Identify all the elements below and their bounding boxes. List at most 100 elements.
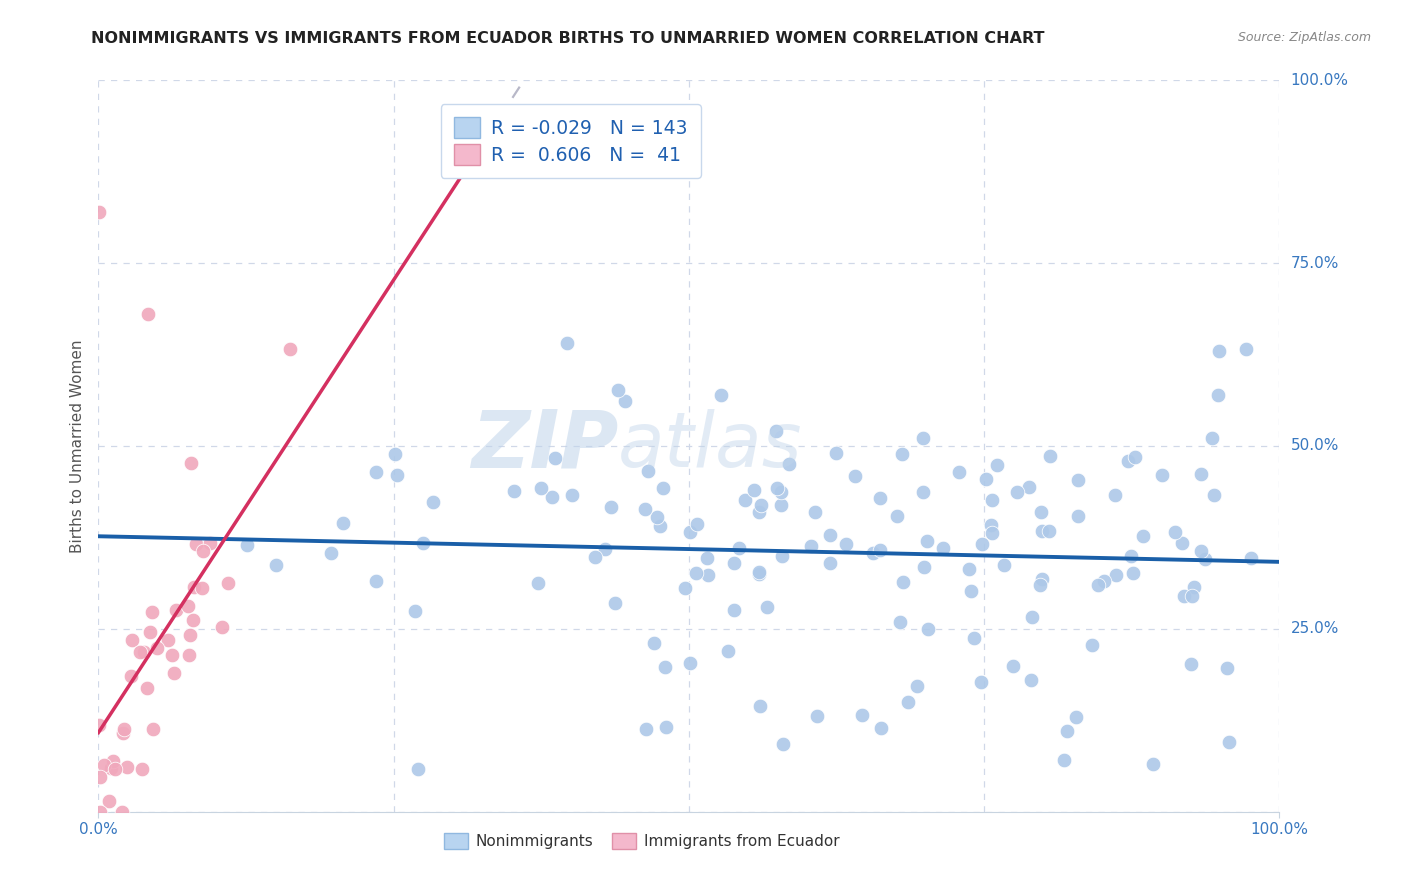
Point [748,699,770,714]
Point [818,556,841,570]
Point [132,645,155,659]
Point [404,604,426,618]
Point [93,758,115,772]
Point [756,599,779,614]
Y-axis label: Births to Unmarried Women: Births to Unmarried Women [69,339,84,553]
Point [280,342,302,356]
Point [1204,488,1226,502]
Point [406,762,429,776]
Point [385,467,408,482]
Point [654,659,676,673]
Point [614,394,637,409]
Point [734,492,756,507]
Point [748,566,770,581]
Point [1201,431,1223,445]
Point [748,505,770,519]
Point [543,451,565,466]
Point [527,575,550,590]
Point [643,636,665,650]
Point [1189,467,1212,482]
Point [184,537,207,551]
Point [98,794,121,808]
Point [1121,549,1143,563]
Point [1173,590,1195,604]
Point [1116,454,1139,468]
Point [557,335,579,350]
Point [502,483,524,498]
Point [723,602,745,616]
Point [583,549,606,564]
Point [1053,753,1076,767]
Point [696,567,718,582]
Point [1181,589,1204,603]
Point [957,562,980,576]
Point [607,383,630,397]
Point [162,648,184,662]
Point [1066,710,1088,724]
Point [1104,568,1126,582]
Point [948,465,970,479]
Point [993,558,1015,572]
Point [972,537,994,551]
Point [111,805,134,819]
Point [1182,580,1205,594]
Legend: Nonimmigrants, Immigrants from Ecuador: Nonimmigrants, Immigrants from Ecuador [437,827,846,855]
Point [963,632,986,646]
Point [605,596,627,610]
Point [835,536,858,550]
Point [655,720,678,734]
Point [980,493,1002,508]
Point [634,722,657,736]
Point [89,718,111,732]
Point [679,656,702,670]
Point [891,447,914,461]
Point [970,674,993,689]
Point [1234,342,1257,356]
Point [886,509,908,524]
Point [1087,578,1109,592]
Text: Source: ZipAtlas.com: Source: ZipAtlas.com [1237,31,1371,45]
Point [100,761,122,775]
Point [600,500,623,514]
Point [266,558,288,573]
Point [129,644,152,658]
Point [1194,552,1216,566]
Point [412,536,434,550]
Point [870,721,893,735]
Point [1038,524,1060,539]
Point [742,483,765,498]
Point [1021,610,1043,624]
Point [869,543,891,558]
Point [637,464,659,478]
Point [825,446,848,460]
Point [650,518,672,533]
Point [156,632,179,647]
Point [177,648,200,662]
Point [770,549,793,563]
Point [769,498,792,512]
Point [541,490,564,504]
Point [101,754,124,768]
Point [561,488,583,502]
Point [696,550,718,565]
Point [141,606,163,620]
Point [710,388,733,402]
Point [1216,661,1239,675]
Point [765,481,787,495]
Point [778,457,800,471]
Point [366,465,388,479]
Point [120,669,142,683]
Point [1180,657,1202,672]
Point [673,581,696,595]
Point [765,424,787,438]
Point [112,726,135,740]
Text: 75.0%: 75.0% [1291,256,1339,270]
Point [1152,468,1174,483]
Text: ZIP: ZIP [471,407,619,485]
Point [593,542,616,557]
Point [1039,450,1062,464]
Point [131,762,153,776]
Point [986,458,1008,472]
Point [917,622,939,636]
Point [851,707,873,722]
